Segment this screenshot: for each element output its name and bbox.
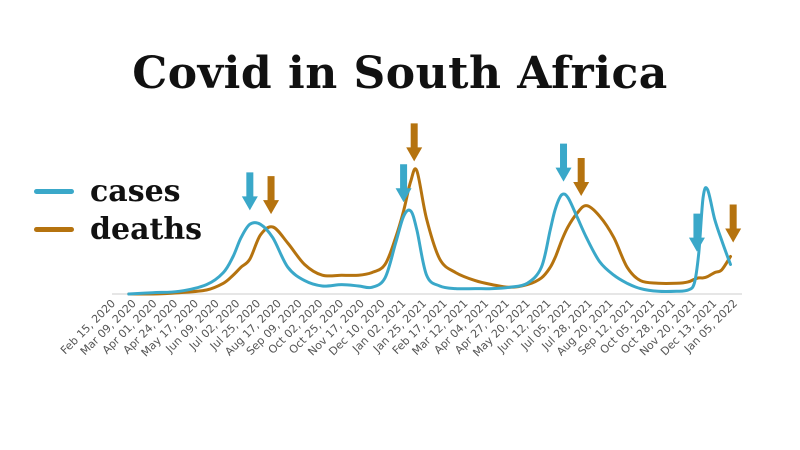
legend-label-cases: cases (90, 173, 181, 209)
arrow-deaths (406, 123, 423, 162)
arrow-deaths (263, 176, 280, 215)
series-line-cases (127, 186, 732, 296)
chart-title: Covid in South Africa (132, 48, 668, 99)
legend-swatch-deaths (34, 226, 74, 232)
legend-swatch-cases (34, 188, 74, 194)
legend-item-cases: cases (34, 172, 202, 210)
legend-label-deaths: deaths (90, 211, 203, 247)
arrow-deaths (725, 204, 742, 243)
arrow-cases (241, 172, 258, 211)
legend-item-deaths: deaths (34, 210, 202, 248)
arrow-cases (555, 143, 572, 182)
arrow-cases (688, 213, 705, 252)
legend: cases deaths (34, 172, 202, 248)
arrow-deaths (573, 157, 590, 196)
series-line-deaths (127, 167, 732, 296)
arrow-cases (395, 164, 412, 203)
